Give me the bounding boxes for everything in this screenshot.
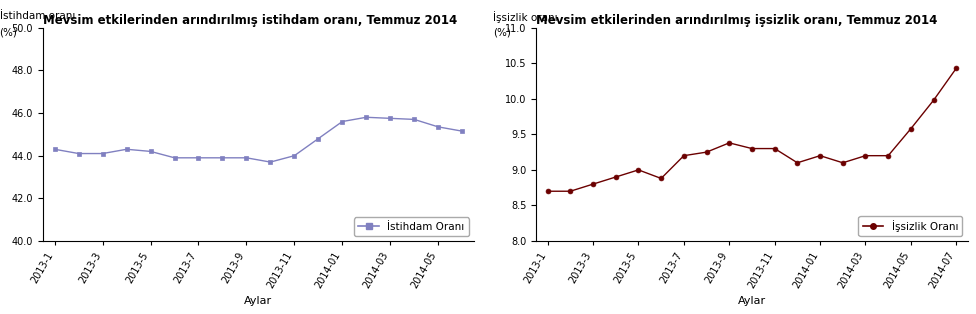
Text: (%): (%): [0, 28, 18, 38]
Text: Mevsim etkilerinden arındırılmış işsizlik oranı, Temmuz 2014: Mevsim etkilerinden arındırılmış işsizli…: [536, 14, 938, 26]
X-axis label: Aylar: Aylar: [244, 296, 272, 306]
Legend: İstihdam Oranı: İstihdam Oranı: [354, 218, 468, 236]
Text: İstihdam oranı: İstihdam oranı: [0, 11, 75, 21]
Legend: İşsizlik Oranı: İşsizlik Oranı: [859, 216, 962, 236]
Text: Mevsim etkilerinden arındırılmış istihdam oranı, Temmuz 2014: Mevsim etkilerinden arındırılmış istihda…: [43, 14, 457, 26]
X-axis label: Aylar: Aylar: [738, 296, 766, 306]
Text: İşsizlik oranı: İşsizlik oranı: [493, 11, 557, 23]
Text: (%): (%): [493, 28, 511, 38]
